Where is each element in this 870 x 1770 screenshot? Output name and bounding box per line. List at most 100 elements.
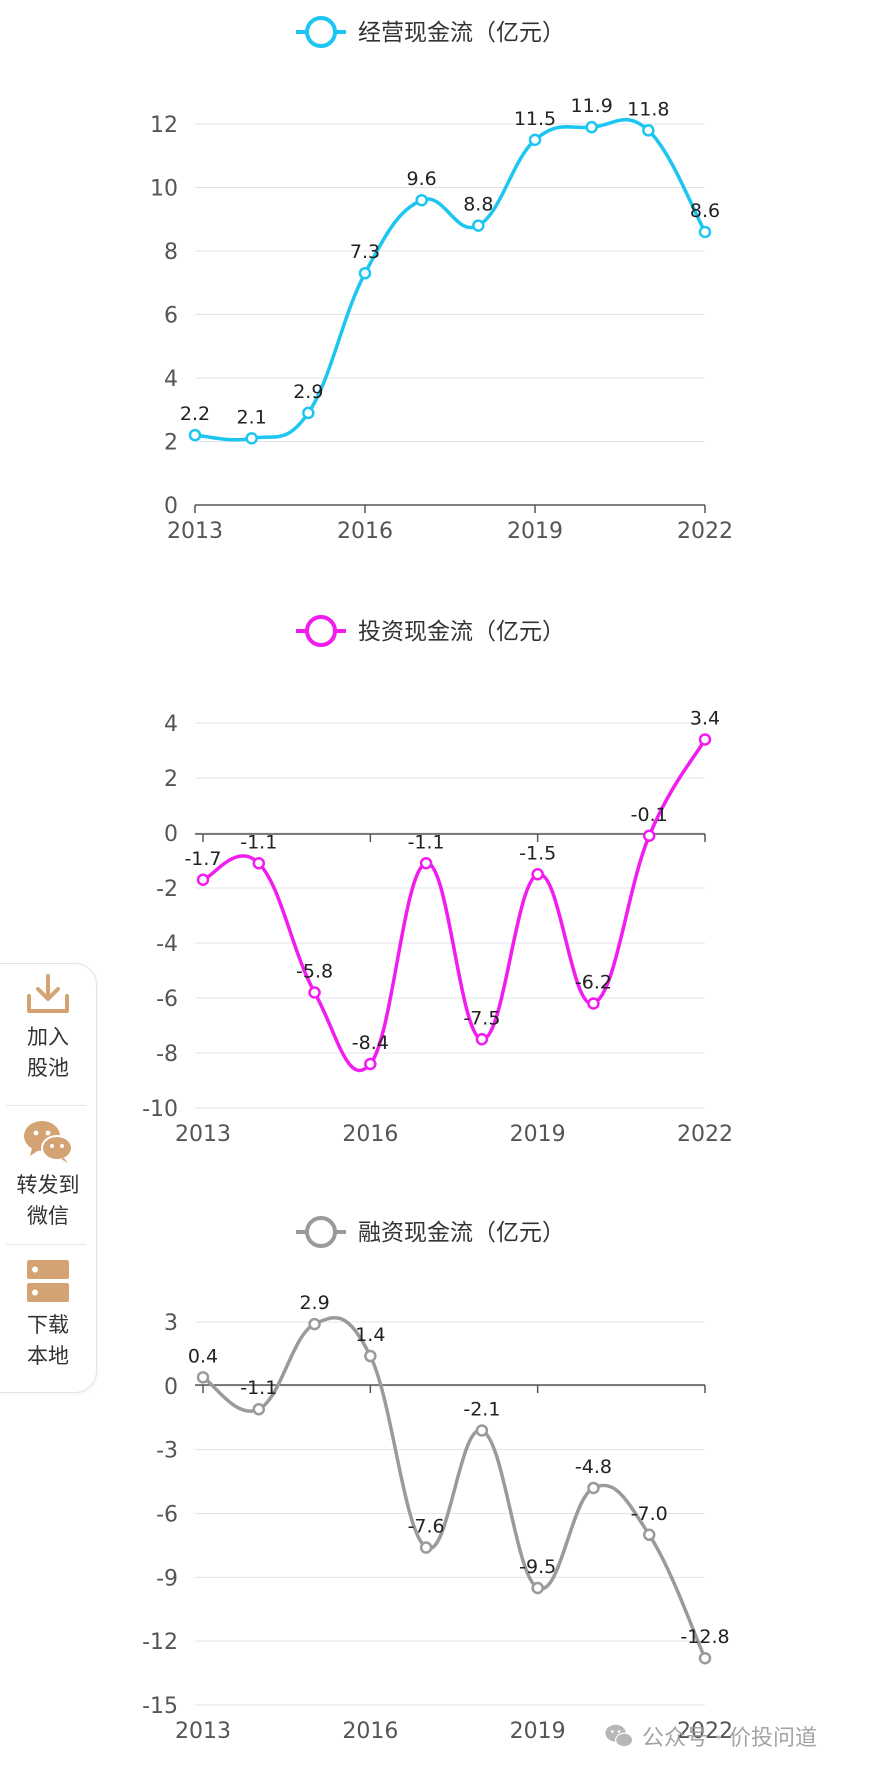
y-tick-label: 4 — [164, 367, 178, 392]
data-point — [415, 193, 428, 207]
y-tick-label: 0 — [164, 1375, 178, 1400]
data-point — [642, 124, 655, 137]
y-tick-label: 2 — [164, 767, 178, 792]
legend-label: 融资现金流（亿元） — [358, 1220, 565, 1246]
y-tick-label: -12 — [142, 1630, 178, 1655]
data-label: 11.5 — [514, 108, 556, 130]
data-label: -7.5 — [463, 1007, 500, 1029]
chart-3: 融资现金流（亿元） -15 -12 -9 -6 -3 0 3 2013 2016 2019 2022 0… — [142, 1216, 733, 1744]
series-line — [201, 1316, 707, 1659]
x-tick-label: 2022 — [677, 1719, 733, 1744]
data-point — [642, 1528, 656, 1542]
data-label: 9.6 — [407, 168, 437, 190]
y-tick-label: 8 — [164, 240, 178, 265]
legend: 投资现金流（亿元） — [296, 615, 565, 647]
data-label: 2.9 — [299, 1292, 329, 1314]
x-tick-label: 2016 — [342, 1719, 398, 1744]
wechat-icon — [24, 1121, 73, 1163]
data-point — [302, 406, 315, 420]
legend-label: 投资现金流（亿元） — [358, 619, 565, 645]
y-tick-label: 12 — [150, 113, 178, 138]
server-icon — [27, 1260, 69, 1302]
data-point — [528, 133, 542, 147]
data-label: 2.9 — [293, 381, 323, 403]
data-point — [531, 1581, 544, 1595]
data-point — [364, 1057, 377, 1071]
add-to-pool-label: 加入 股池 — [27, 1025, 69, 1080]
data-point — [475, 1424, 489, 1437]
data-label: -5.8 — [296, 961, 333, 983]
series-line — [194, 118, 707, 442]
y-tick-label: 4 — [164, 712, 178, 737]
data-label: 2.1 — [237, 406, 267, 428]
panel-divider — [6, 1244, 86, 1245]
y-tick-label: -4 — [156, 932, 178, 957]
share-to-wechat-label: 转发到 微信 — [16, 1173, 80, 1228]
x-tick-label: 2022 — [677, 519, 733, 544]
series-line — [202, 738, 707, 1073]
data-point — [196, 1371, 210, 1384]
y-tick-label: -3 — [156, 1439, 178, 1464]
chart-1: 经营现金流（亿元） 0 2 4 6 8 10 12 2013 2016 2019 2022 2.2 2.1… — [150, 16, 733, 544]
data-label: -1.7 — [184, 848, 221, 870]
data-label: 0.4 — [188, 1345, 218, 1367]
data-label: -1.1 — [408, 831, 445, 853]
x-tick-label: 2013 — [175, 1122, 231, 1147]
data-label: 11.9 — [571, 95, 613, 117]
x-tick-label: 2022 — [677, 1122, 733, 1147]
data-label: -1.1 — [240, 831, 277, 853]
data-label: -2.1 — [463, 1399, 500, 1421]
data-label: -7.6 — [408, 1516, 445, 1538]
data-point — [419, 857, 433, 870]
panel-divider — [6, 1105, 86, 1106]
watermark: 公众号 · 价投问道 — [604, 1718, 817, 1754]
data-label: 1.4 — [355, 1324, 385, 1346]
data-label: -8.4 — [352, 1032, 389, 1054]
x-tick-label: 2019 — [510, 1719, 566, 1744]
legend-label: 经营现金流（亿元） — [358, 20, 565, 46]
data-label: 2.2 — [180, 403, 210, 425]
data-point — [252, 1402, 266, 1416]
data-label: 8.6 — [690, 200, 720, 222]
data-point — [475, 1033, 489, 1046]
data-label: 7.3 — [350, 241, 380, 263]
data-point — [587, 1481, 600, 1495]
x-tick-label: 2019 — [510, 1122, 566, 1147]
y-tick-label: -10 — [142, 1097, 178, 1122]
data-point — [698, 225, 712, 239]
data-label: -12.8 — [680, 1626, 729, 1648]
data-point — [642, 829, 656, 842]
x-tick-label: 2016 — [342, 1122, 398, 1147]
data-point — [188, 428, 202, 442]
add-to-pool-button[interactable]: 加入 股池 — [0, 972, 96, 1084]
data-label: 8.8 — [463, 194, 493, 216]
data-point — [587, 997, 600, 1010]
data-point — [252, 857, 266, 870]
share-to-wechat-button[interactable]: 转发到 微信 — [0, 1118, 96, 1232]
data-point — [358, 266, 372, 280]
download-tray-icon — [27, 974, 69, 1013]
y-tick-label: -15 — [142, 1694, 178, 1719]
x-tick-label: 2016 — [337, 519, 393, 544]
watermark-text: 公众号 · 价投问道 — [642, 1726, 817, 1751]
y-tick-label: -9 — [156, 1566, 178, 1591]
data-point — [245, 432, 258, 445]
data-point — [419, 1541, 433, 1554]
legend-marker — [305, 16, 337, 48]
data-point — [531, 868, 544, 881]
wechat-icon — [605, 1724, 634, 1748]
download-local-button[interactable]: 下载 本地 — [0, 1258, 96, 1372]
legend-marker — [305, 1216, 337, 1248]
y-tick-label: -6 — [156, 987, 178, 1012]
data-point — [585, 120, 598, 134]
data-point — [364, 1349, 377, 1363]
legend: 经营现金流（亿元） — [296, 16, 565, 48]
legend: 融资现金流（亿元） — [296, 1216, 565, 1248]
data-point — [308, 1317, 321, 1331]
data-label: 11.8 — [627, 98, 669, 120]
data-point — [698, 1651, 712, 1665]
y-tick-label: -6 — [156, 1503, 178, 1528]
y-tick-label: 6 — [164, 304, 178, 329]
data-label: -4.8 — [575, 1456, 612, 1478]
